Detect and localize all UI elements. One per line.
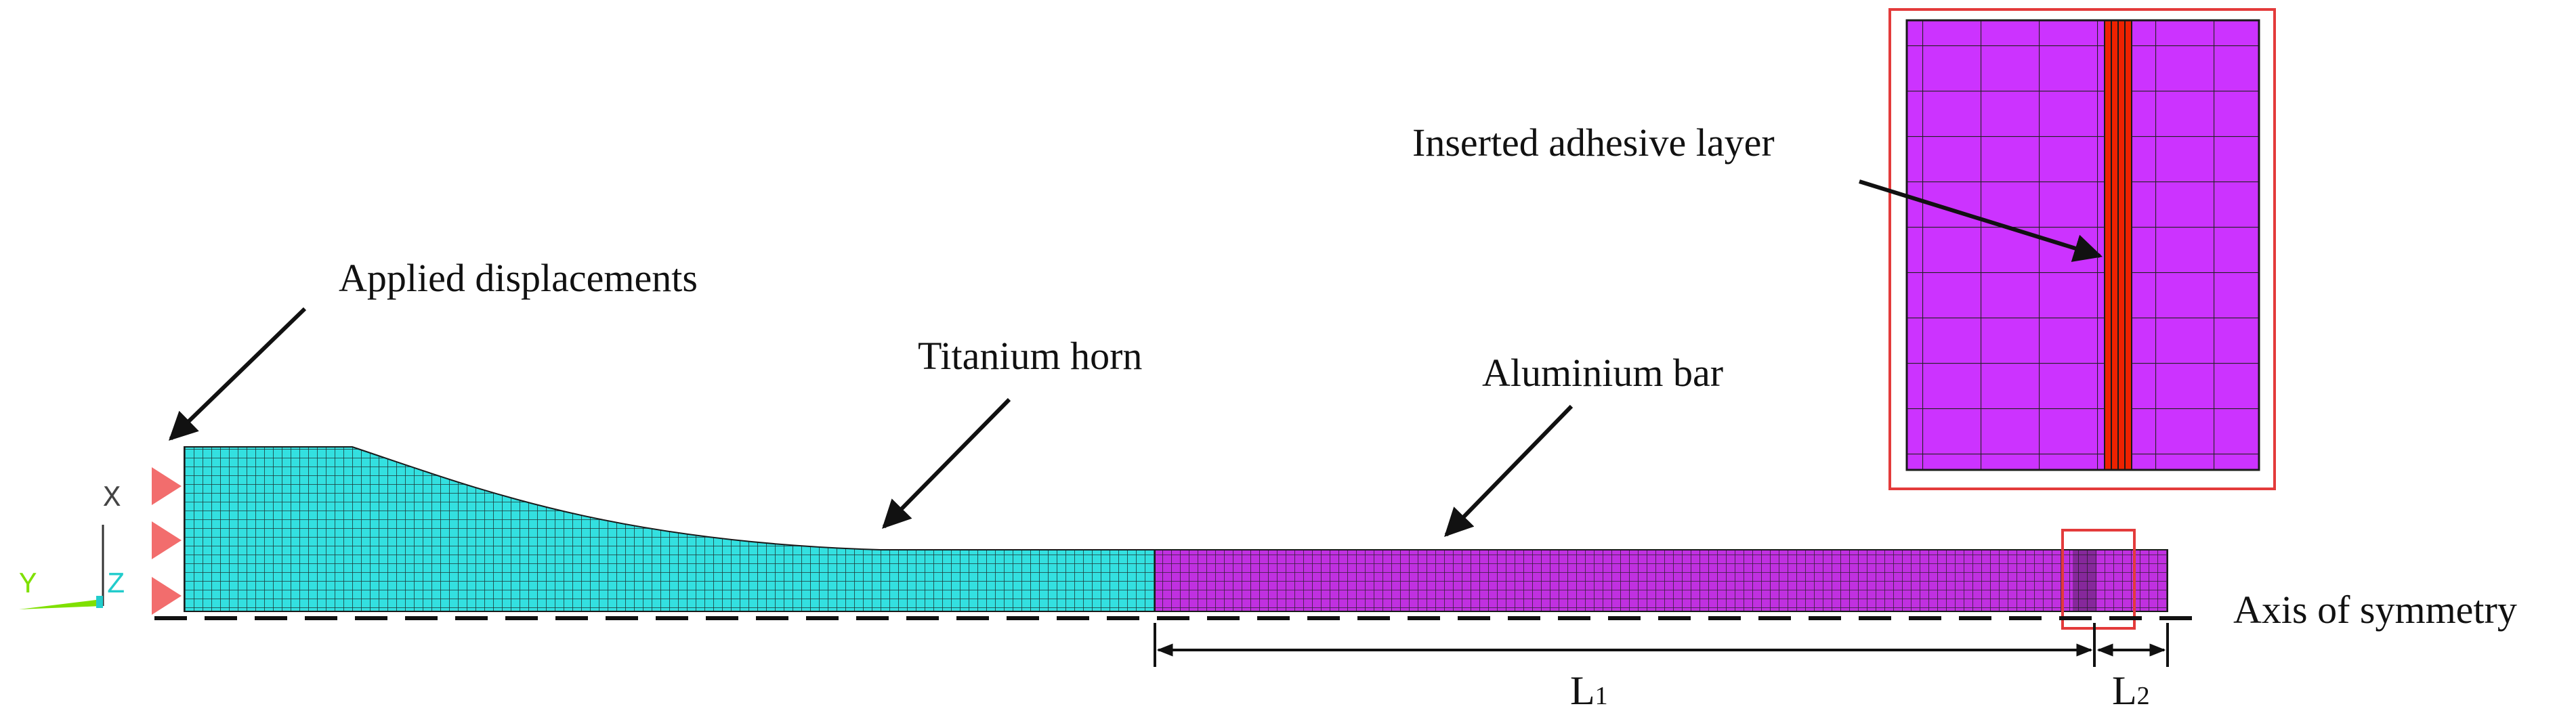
dimension-l2: L2 [2096, 623, 2169, 713]
inserted-adhesive-layer-label: Inserted adhesive layer [1412, 121, 1775, 165]
inset-adhesive-layer [2104, 20, 2132, 470]
titanium-horn-arrow [882, 397, 1011, 529]
titanium-horn-label: Titanium horn [918, 334, 1142, 378]
displacement-triangle-icon [152, 577, 182, 615]
aluminium-bar [1154, 549, 2168, 612]
displacement-triangle-icon [152, 521, 182, 559]
aluminium-bar-arrow [1444, 404, 1574, 538]
triad-x-label: X [103, 481, 121, 515]
applied-displacements-arrow [168, 307, 307, 441]
y-axis-arrow-icon [19, 599, 102, 609]
coordinate-triad: X Y Z [19, 481, 125, 609]
zoom-region-frame [2061, 529, 2136, 630]
adhesive-region-mesh [2073, 550, 2096, 611]
aluminium-bar-label: Aluminium bar [1482, 351, 1723, 395]
adhesive-zoom-inset: Inserted adhesive layer [1412, 8, 2276, 490]
adhesive-layer-arrow [1859, 179, 2103, 262]
triad-y-label: Y [19, 568, 37, 602]
triad-z-label: Z [107, 568, 125, 602]
l1-label: L1 [1570, 668, 1608, 713]
displacement-triangle-icon [152, 467, 182, 505]
applied-displacement-markers [152, 467, 182, 615]
applied-displacements-label: Applied displacements [339, 256, 698, 300]
z-axis-marker-icon [96, 596, 103, 608]
dimension-l1: L1 [1154, 623, 2096, 713]
inset-frame [1888, 8, 2276, 490]
titanium-horn [184, 446, 1156, 612]
axis-of-symmetry-label: Axis of symmetry [2233, 588, 2517, 632]
l2-label: L2 [2112, 668, 2150, 713]
